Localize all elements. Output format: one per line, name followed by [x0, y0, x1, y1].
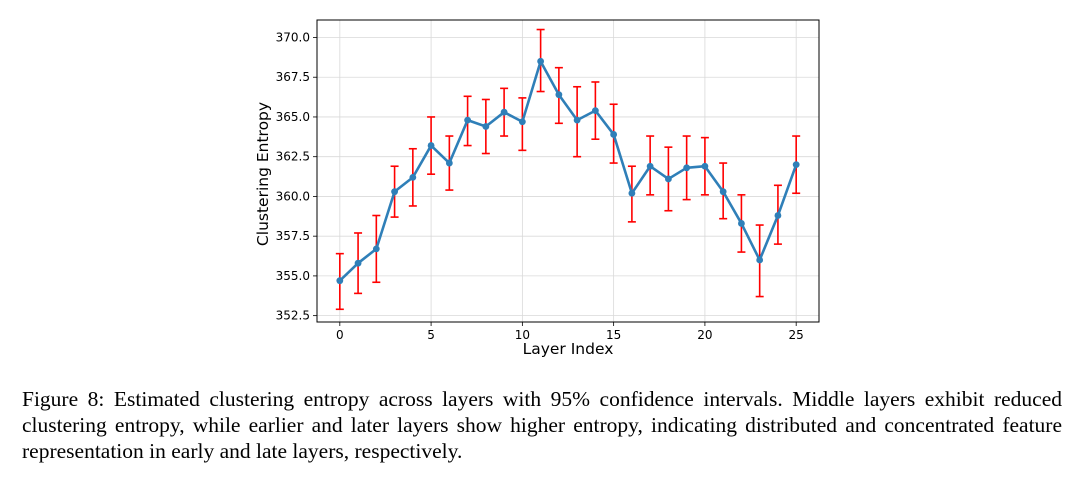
data-point	[591, 107, 599, 114]
x-tick-label: 20	[697, 328, 712, 342]
clustering-entropy-chart: 0 5 10 15 20 25 352.5 355.0 357.5 360.0 362.5 365.0…	[254, 19, 820, 358]
y-tick-label: 352.5	[276, 309, 310, 323]
y-tick-label: 362.5	[276, 150, 310, 164]
data-point	[482, 123, 490, 130]
plot-frame	[316, 19, 820, 323]
grid	[317, 20, 819, 322]
x-tick-label: 25	[789, 328, 804, 342]
y-tick-label: 357.5	[276, 229, 310, 243]
data-point	[500, 108, 508, 116]
x-tick-label: 10	[515, 328, 530, 342]
data-point	[555, 91, 563, 99]
data-point	[354, 259, 362, 267]
data-point	[646, 162, 654, 170]
data-point	[336, 277, 344, 285]
y-tick-label: 365.0	[276, 110, 310, 124]
data-point	[665, 175, 672, 183]
data-point	[537, 57, 545, 65]
data-point	[756, 256, 764, 264]
y-tick-label: 360.0	[276, 189, 310, 203]
x-tick-label: 15	[606, 328, 621, 342]
data-point	[427, 142, 435, 149]
data-point	[391, 188, 398, 196]
data-point	[610, 131, 618, 138]
x-axis-label: Layer Index	[523, 340, 614, 358]
data-point	[464, 116, 471, 124]
data-point	[719, 188, 727, 196]
data-point	[683, 164, 691, 172]
data-point	[445, 159, 453, 167]
data-point	[701, 162, 709, 170]
data-point	[409, 173, 417, 181]
data-point	[372, 245, 380, 253]
data-point	[792, 161, 800, 169]
y-axis-label: Clustering Entropy	[254, 102, 272, 246]
x-tick-label: 0	[336, 328, 344, 342]
error-bars	[335, 28, 801, 311]
data-point	[573, 116, 581, 124]
data-point	[628, 189, 636, 197]
data-point	[738, 220, 745, 227]
axis-ticks: 0 5 10 15 20 25 352.5 355.0 357.5 360.0 362.5 365.0…	[276, 30, 804, 342]
y-tick-label: 355.0	[276, 269, 310, 283]
y-tick-label: 367.5	[276, 70, 310, 84]
series-line	[338, 60, 798, 282]
figure-caption: Figure 8: Estimated clustering entropy a…	[22, 387, 1062, 463]
data-points	[336, 57, 800, 285]
series-line-layer	[338, 60, 798, 282]
x-tick-label: 5	[427, 328, 435, 342]
y-tick-label: 370.0	[276, 30, 310, 44]
data-point	[518, 118, 526, 126]
data-point	[774, 212, 782, 219]
